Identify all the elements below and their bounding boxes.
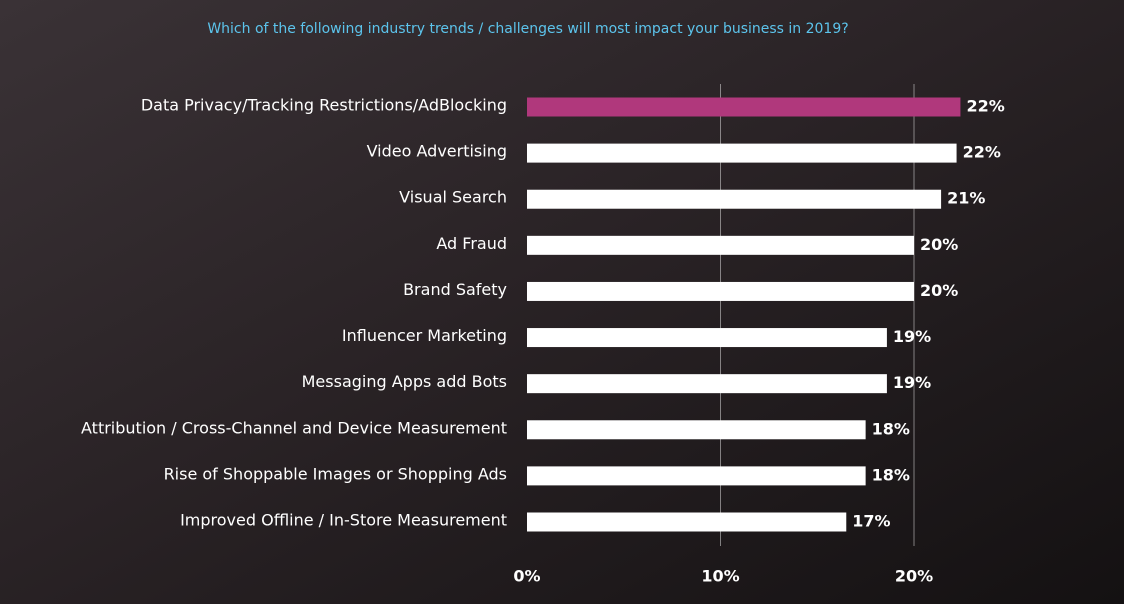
- category-label: Video Advertising: [367, 142, 507, 161]
- chart-title: Which of the following industry trends /…: [207, 21, 848, 37]
- value-label: 17%: [852, 512, 890, 531]
- value-label: 20%: [920, 235, 958, 254]
- bar: [527, 466, 866, 486]
- x-tick-label: 0%: [513, 567, 540, 586]
- value-label: 18%: [872, 419, 910, 438]
- category-label: Influencer Marketing: [342, 326, 507, 345]
- bar: [527, 328, 887, 348]
- category-label: Improved Offline / In-Store Measurement: [180, 511, 507, 530]
- bar: [527, 420, 866, 440]
- category-label: Visual Search: [399, 188, 507, 207]
- value-label: 22%: [963, 143, 1001, 162]
- bar: [527, 281, 914, 301]
- category-label: Ad Fraud: [436, 234, 507, 253]
- category-label: Data Privacy/Tracking Restrictions/AdBlo…: [141, 96, 507, 115]
- bar: [527, 512, 847, 532]
- value-label: 22%: [966, 97, 1004, 116]
- value-label: 18%: [872, 465, 910, 484]
- value-label: 19%: [893, 373, 931, 392]
- category-label: Attribution / Cross-Channel and Device M…: [81, 418, 507, 437]
- value-label: 21%: [947, 189, 985, 208]
- bar: [527, 235, 914, 255]
- bar: [527, 374, 887, 394]
- x-tick-label: 10%: [701, 567, 739, 586]
- x-tick-label: 20%: [895, 567, 933, 586]
- bar: [527, 143, 957, 163]
- value-label: 20%: [920, 281, 958, 300]
- category-label: Brand Safety: [403, 280, 507, 299]
- category-label: Messaging Apps add Bots: [302, 372, 507, 391]
- value-label: 19%: [893, 327, 931, 346]
- bar: [527, 97, 961, 117]
- bar: [527, 189, 942, 209]
- category-label: Rise of Shoppable Images or Shopping Ads: [164, 464, 507, 483]
